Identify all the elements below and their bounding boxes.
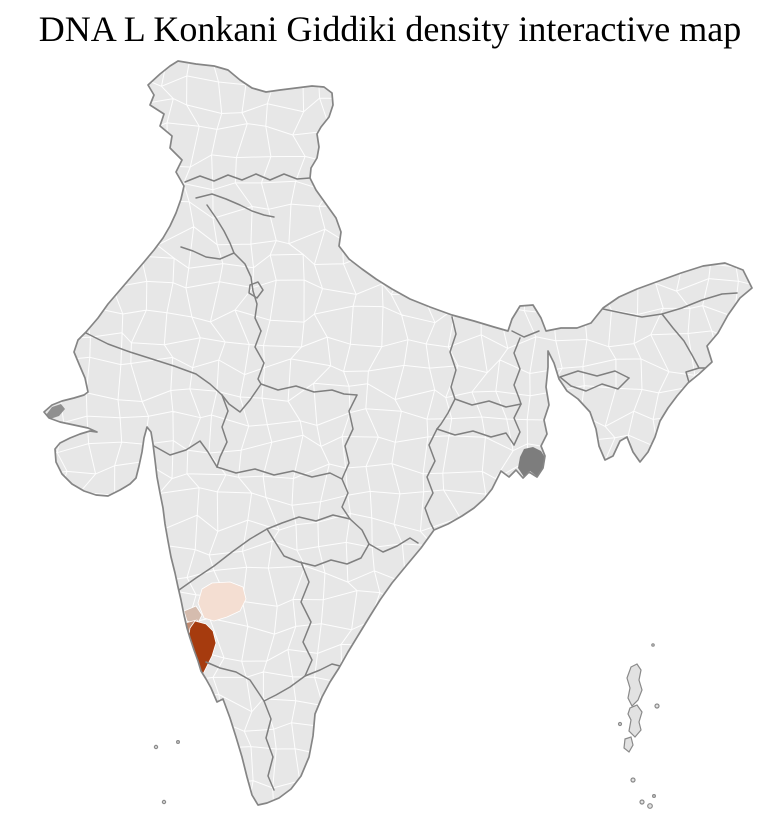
lakshadweep-dot[interactable]: [153, 744, 159, 750]
andaman-island-north[interactable]: [626, 663, 643, 708]
island-dot[interactable]: [617, 721, 623, 727]
nicobar-dot[interactable]: [647, 803, 653, 809]
state-borders: [85, 173, 738, 791]
map-title: DNA L Konkani Giddiki density interactiv…: [38, 9, 742, 49]
andaman-island-south[interactable]: [623, 736, 634, 753]
island-dot[interactable]: [651, 643, 655, 647]
kutch-marsh-patch: [46, 404, 65, 419]
andaman-island-middle[interactable]: [627, 704, 643, 738]
india-landmass[interactable]: [44, 61, 752, 805]
island-dot[interactable]: [654, 703, 660, 709]
nicobar-dot[interactable]: [651, 793, 656, 798]
andaman-nicobar-islands[interactable]: [617, 643, 660, 809]
lakshadweep-dot[interactable]: [176, 739, 181, 744]
nicobar-dot[interactable]: [630, 777, 636, 783]
district-density-low[interactable]: [197, 581, 247, 622]
sundarbans-delta-patch: [518, 447, 546, 477]
nicobar-dot[interactable]: [639, 799, 645, 805]
lakshadweep-islands[interactable]: [153, 739, 181, 805]
lakshadweep-dot[interactable]: [161, 799, 167, 805]
